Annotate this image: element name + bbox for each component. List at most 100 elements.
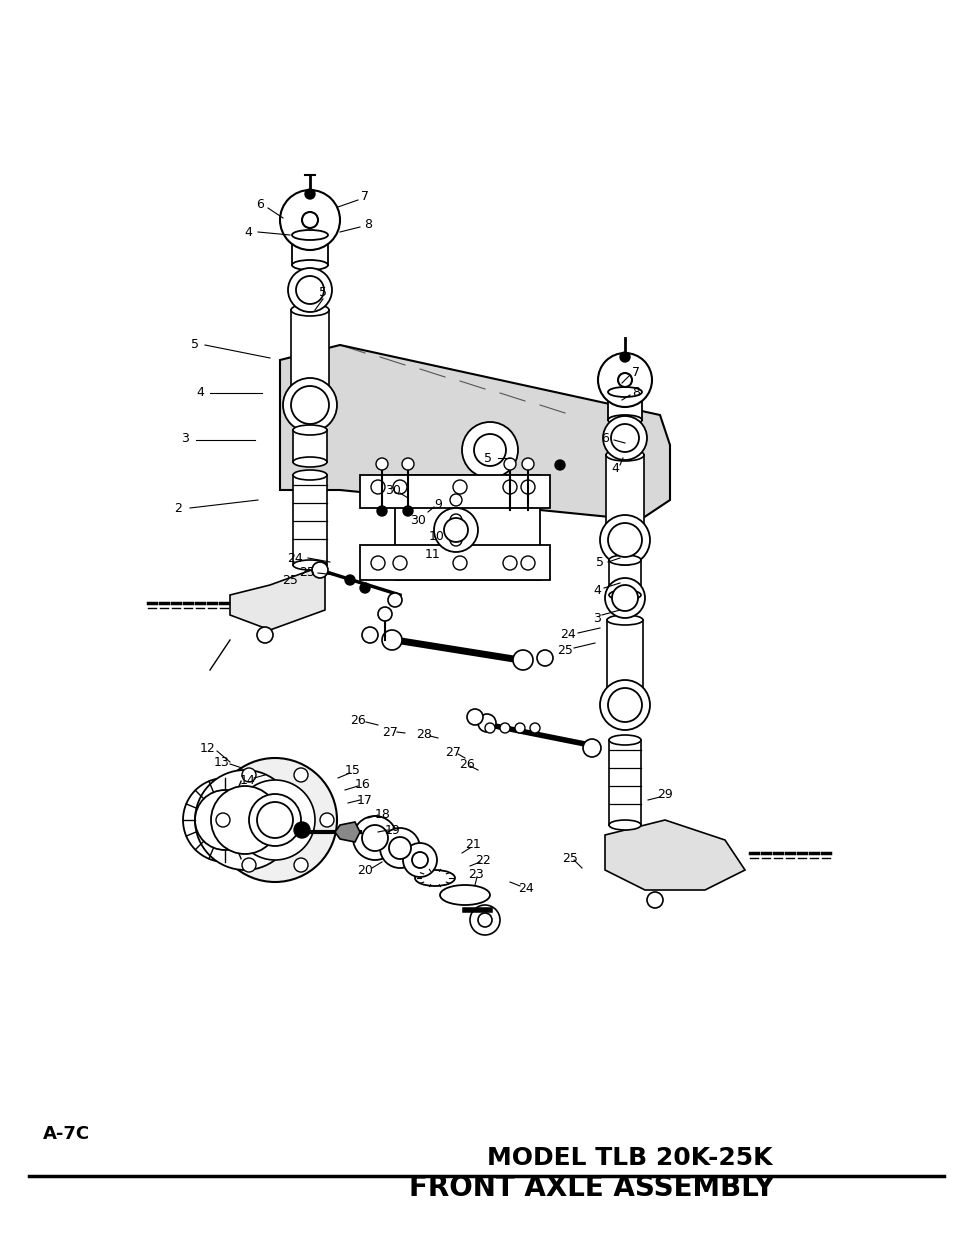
Circle shape [646,892,662,908]
Text: 8: 8 [631,387,639,399]
Ellipse shape [293,425,327,435]
Circle shape [211,785,278,853]
Circle shape [619,352,629,362]
Ellipse shape [606,695,642,705]
Ellipse shape [292,230,328,240]
Circle shape [215,813,230,827]
Circle shape [388,593,401,606]
Circle shape [555,459,564,471]
Text: 24: 24 [559,629,576,641]
Circle shape [213,758,336,882]
Circle shape [412,852,428,868]
Circle shape [302,212,317,228]
Text: 4: 4 [244,226,252,238]
Text: 25: 25 [282,573,297,587]
Text: 26: 26 [458,757,475,771]
Ellipse shape [608,555,640,564]
Polygon shape [608,559,640,595]
Text: 7: 7 [360,190,369,204]
Circle shape [599,515,649,564]
Circle shape [607,688,641,722]
Circle shape [453,556,467,571]
Circle shape [467,709,482,725]
Text: 5: 5 [596,557,603,569]
Circle shape [401,458,414,471]
Circle shape [450,494,461,506]
Text: 10: 10 [429,531,444,543]
Circle shape [376,506,387,516]
Circle shape [234,781,314,860]
Text: 6: 6 [255,199,264,211]
Circle shape [288,268,332,312]
Circle shape [379,827,419,868]
Circle shape [256,802,293,839]
Text: 16: 16 [355,778,371,792]
Ellipse shape [605,529,643,541]
Circle shape [305,189,314,199]
Ellipse shape [608,590,640,600]
Polygon shape [359,545,550,580]
Ellipse shape [292,261,328,270]
Circle shape [477,913,492,927]
Text: 9: 9 [434,498,441,510]
Circle shape [361,627,377,643]
Circle shape [502,480,517,494]
Text: 27: 27 [381,725,397,739]
Circle shape [283,378,336,432]
Text: A-7C: A-7C [43,1125,90,1142]
Circle shape [371,480,385,494]
Ellipse shape [291,394,329,406]
Text: 13: 13 [213,756,230,768]
Circle shape [470,905,499,935]
Text: 27: 27 [445,746,460,758]
Circle shape [295,275,324,304]
Text: 25: 25 [561,851,578,864]
Circle shape [502,556,517,571]
Text: 3: 3 [593,611,600,625]
Circle shape [249,794,301,846]
Text: FRONT AXLE ASSEMBLY: FRONT AXLE ASSEMBLY [408,1174,774,1202]
Text: 4: 4 [611,462,618,474]
Text: 4: 4 [196,387,204,399]
Circle shape [520,480,535,494]
Circle shape [443,517,468,542]
Circle shape [474,433,505,466]
Text: 30: 30 [410,514,425,526]
Text: 14: 14 [240,773,255,787]
Circle shape [604,578,644,618]
Circle shape [537,650,553,666]
Circle shape [434,508,477,552]
Ellipse shape [605,450,643,461]
Circle shape [381,630,401,650]
Polygon shape [606,620,642,700]
Circle shape [607,522,641,557]
Circle shape [612,585,638,611]
Polygon shape [608,740,640,825]
Circle shape [194,790,254,850]
Polygon shape [291,310,329,400]
Text: 26: 26 [350,714,366,726]
Circle shape [450,534,461,546]
Polygon shape [293,430,327,462]
Circle shape [361,825,388,851]
Circle shape [461,422,517,478]
Ellipse shape [608,735,640,745]
Circle shape [345,576,355,585]
Circle shape [183,778,267,862]
Text: 29: 29 [657,788,672,802]
Circle shape [484,722,495,734]
Text: 6: 6 [600,431,608,445]
Polygon shape [359,475,550,508]
Text: 30: 30 [385,483,400,496]
Circle shape [294,823,310,839]
Circle shape [371,556,385,571]
Circle shape [294,858,308,872]
Circle shape [256,627,273,643]
Circle shape [402,844,436,877]
Polygon shape [607,391,641,420]
Circle shape [477,714,496,732]
Circle shape [450,514,461,526]
Text: 11: 11 [425,548,440,562]
Circle shape [598,353,651,408]
Circle shape [393,480,407,494]
